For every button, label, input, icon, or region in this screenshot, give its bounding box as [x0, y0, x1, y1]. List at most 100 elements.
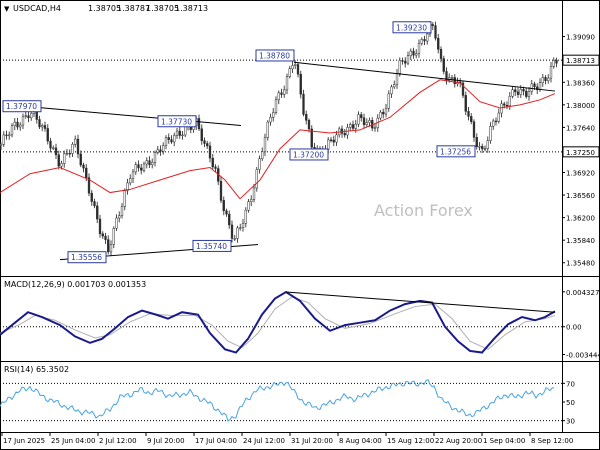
x-tick-label: 25 Jun 04:00: [51, 437, 95, 445]
candle-body: [142, 163, 146, 171]
candle-body: [335, 134, 338, 143]
candle-body: [415, 53, 418, 56]
candle-body: [442, 58, 445, 72]
candle-body: [79, 153, 82, 166]
candle-body: [27, 115, 30, 119]
level-marker-box: [192, 239, 232, 252]
candle-body: [382, 111, 385, 115]
candle-body: [129, 178, 132, 184]
candle-body: [200, 128, 203, 141]
candle-body: [2, 134, 5, 145]
ohlc-open: 1.38705: [88, 4, 121, 13]
candle-body: [503, 103, 506, 106]
candle-body: [283, 89, 286, 95]
candle-body: [164, 137, 168, 146]
candle-body: [365, 122, 368, 125]
candle-body: [43, 125, 47, 129]
candle-body: [131, 171, 135, 179]
rsi-panel: 70 50 30: [0, 378, 575, 426]
x-tick-label: 22 Aug 20:00: [435, 437, 482, 445]
level-marker-label: 1.37730: [161, 117, 192, 126]
candle-body: [175, 130, 179, 136]
candle-body: [244, 209, 247, 224]
candle-body: [354, 123, 357, 129]
candle-body: [296, 64, 300, 75]
candle-body: [544, 77, 547, 81]
candle-body: [137, 164, 140, 169]
candle-body: [250, 199, 253, 202]
candle-body: [247, 201, 250, 211]
candle-body: [206, 143, 209, 147]
level-marker-label: 1.35740: [196, 242, 227, 251]
x-tick-label: 2 Jul 12:00: [99, 437, 137, 445]
candle-body: [481, 146, 484, 150]
x-tick-label: 8 Sep 12:00: [531, 437, 573, 445]
candle-body: [21, 116, 25, 126]
candle-body: [492, 120, 495, 127]
candle-body: [486, 140, 489, 149]
price-y-tick-label: 1.36560: [566, 192, 595, 200]
candle-body: [552, 60, 555, 67]
rsi-panel-header: RSI(14) 65.3502: [4, 365, 69, 374]
candle-body: [30, 113, 33, 119]
candle-body: [263, 137, 267, 153]
candle-body: [148, 160, 151, 166]
price-panel-triangle: ▼: [4, 5, 10, 13]
candle-body: [68, 153, 71, 155]
price-y-tick-label: 1.39090: [566, 34, 595, 42]
rsi-y-tick-label: 70: [566, 380, 575, 388]
price-panel-header: USDCAD,H4: [13, 4, 61, 13]
price-trendline: [29, 106, 242, 127]
candle-body: [35, 111, 38, 120]
candle-body: [434, 25, 437, 39]
candle-body: [511, 89, 514, 97]
candle-body: [38, 119, 41, 128]
candle-body: [222, 200, 225, 212]
candle-body: [57, 154, 60, 167]
candle-body: [373, 127, 377, 129]
candle-body: [115, 217, 118, 229]
macd-y-tick-label: 0.004327: [566, 289, 599, 297]
macd-y-tick-label: -0.003444: [566, 352, 600, 360]
macd-trendline: [285, 291, 556, 313]
candle-body: [140, 167, 143, 171]
candle-body: [398, 60, 401, 74]
candle-body: [508, 96, 511, 107]
candle-body: [54, 147, 58, 156]
ohlc-high: 1.38787: [117, 4, 150, 13]
level-marker-box: [157, 115, 197, 128]
candle-body: [203, 140, 206, 144]
candle-body: [74, 138, 77, 145]
candle-body: [549, 66, 553, 79]
candle-body: [406, 55, 410, 64]
support-price-box: [562, 146, 600, 158]
candle-body: [494, 120, 498, 123]
x-tick-label: 15 Aug 12:00: [387, 437, 434, 445]
candle-body: [530, 83, 533, 92]
candle-body: [387, 93, 390, 109]
candle-body: [472, 121, 476, 138]
candle-body: [63, 153, 66, 164]
level-marker-box: [2, 100, 42, 113]
current-price-label: 1.38713: [566, 57, 595, 65]
level-marker-label: 1.37200: [293, 150, 324, 159]
candle-body: [118, 215, 121, 219]
candle-body: [302, 93, 305, 115]
level-marker-box: [67, 251, 107, 264]
candle-body: [332, 139, 335, 143]
candle-body: [555, 60, 558, 64]
candle-body: [547, 77, 550, 81]
price-y-tick-label: 1.38000: [566, 102, 595, 110]
candle-body: [49, 140, 52, 149]
rsi-y-tick-label: 30: [566, 418, 575, 426]
candle-body: [274, 99, 278, 113]
candle-body: [16, 121, 19, 128]
candle-body: [437, 37, 440, 50]
moving-average-line: [0, 79, 556, 200]
candle-body: [527, 91, 531, 97]
candle-body: [404, 61, 407, 64]
candle-body: [478, 146, 481, 148]
level-marker-box: [392, 21, 432, 34]
candle-body: [173, 135, 176, 143]
